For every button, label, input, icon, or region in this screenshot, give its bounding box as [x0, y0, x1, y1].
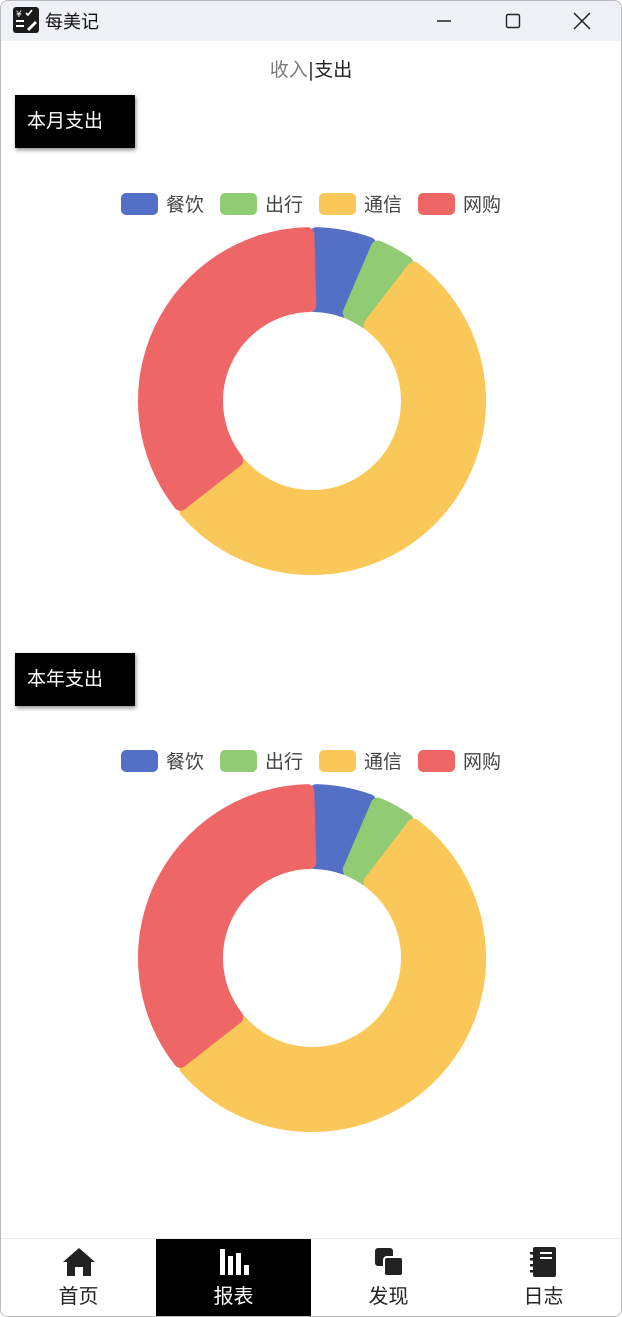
nav-item-report[interactable]: 报表	[156, 1239, 311, 1316]
bar-chart-icon	[219, 1249, 249, 1275]
slice-shopping[interactable]	[138, 784, 317, 1068]
legend-label: 出行	[264, 194, 303, 216]
slice-telecom[interactable]	[179, 261, 486, 575]
maximize-icon	[505, 13, 521, 29]
legend-item-dining[interactable]: 餐饮	[120, 190, 204, 217]
toggle-separator: |	[307, 59, 315, 81]
legend-swatch	[219, 749, 257, 772]
legend-item-travel[interactable]: 出行	[219, 747, 303, 774]
legend-swatch	[219, 192, 257, 215]
legend-item-shopping[interactable]: 网购	[418, 747, 501, 774]
legend-label: 餐饮	[165, 194, 204, 216]
nav-label: 发现	[368, 1284, 409, 1308]
income-tab[interactable]: 收入	[269, 59, 308, 81]
window-title: 每美记	[45, 12, 99, 33]
nav-item-discover[interactable]: 发现	[311, 1239, 466, 1316]
monthly-legend: 餐饮 出行 通信 网购	[1, 190, 621, 217]
discover-icon	[374, 1248, 404, 1277]
legend-swatch	[418, 192, 456, 215]
maximize-button[interactable]	[480, 1, 546, 41]
svg-text:¥: ¥	[16, 10, 22, 20]
legend-swatch	[319, 749, 356, 772]
slice-telecom[interactable]	[179, 818, 486, 1132]
legend-label: 通信	[364, 751, 403, 773]
legend-item-telecom[interactable]: 通信	[319, 747, 402, 774]
close-button[interactable]	[549, 1, 615, 41]
expense-tab[interactable]: 支出	[314, 59, 353, 81]
minimize-button[interactable]	[411, 1, 477, 41]
legend-label: 出行	[264, 751, 303, 773]
slice-shopping[interactable]	[138, 227, 317, 511]
nav-item-home[interactable]: 首页	[1, 1239, 156, 1316]
bottom-nav: 首页 报表 发现	[1, 1238, 621, 1316]
slice-dining[interactable]	[307, 784, 377, 875]
slice-dining[interactable]	[307, 227, 377, 318]
legend-swatch	[319, 192, 356, 215]
nav-item-log[interactable]: 日志	[466, 1239, 621, 1316]
legend-swatch	[120, 192, 158, 215]
legend-label: 通信	[364, 194, 403, 216]
legend-swatch	[120, 749, 158, 772]
close-icon	[573, 12, 591, 30]
monthly-expense-label: 本月支出	[15, 95, 135, 148]
legend-swatch	[418, 749, 456, 772]
legend-label: 网购	[463, 194, 502, 216]
yearly-donut-chart	[138, 784, 486, 1132]
legend-item-telecom[interactable]: 通信	[319, 190, 402, 217]
monthly-donut-chart	[138, 227, 486, 575]
yearly-legend: 餐饮 出行 通信 网购	[1, 747, 621, 774]
title-bar: ¥ 每美记	[1, 1, 621, 41]
legend-label: 网购	[463, 751, 502, 773]
ledger-app-icon: ¥	[13, 7, 39, 33]
nav-label: 日志	[523, 1284, 564, 1308]
income-expense-toggle: 收入|支出	[1, 55, 621, 82]
minimize-icon	[437, 20, 451, 22]
yearly-expense-label: 本年支出	[15, 653, 135, 706]
nav-label: 首页	[58, 1284, 99, 1308]
legend-item-travel[interactable]: 出行	[219, 190, 303, 217]
legend-item-dining[interactable]: 餐饮	[120, 747, 204, 774]
legend-label: 餐饮	[165, 751, 204, 773]
nav-label: 报表	[213, 1284, 254, 1308]
notebook-icon	[529, 1247, 556, 1277]
home-icon	[62, 1248, 95, 1276]
legend-item-shopping[interactable]: 网购	[418, 190, 501, 217]
